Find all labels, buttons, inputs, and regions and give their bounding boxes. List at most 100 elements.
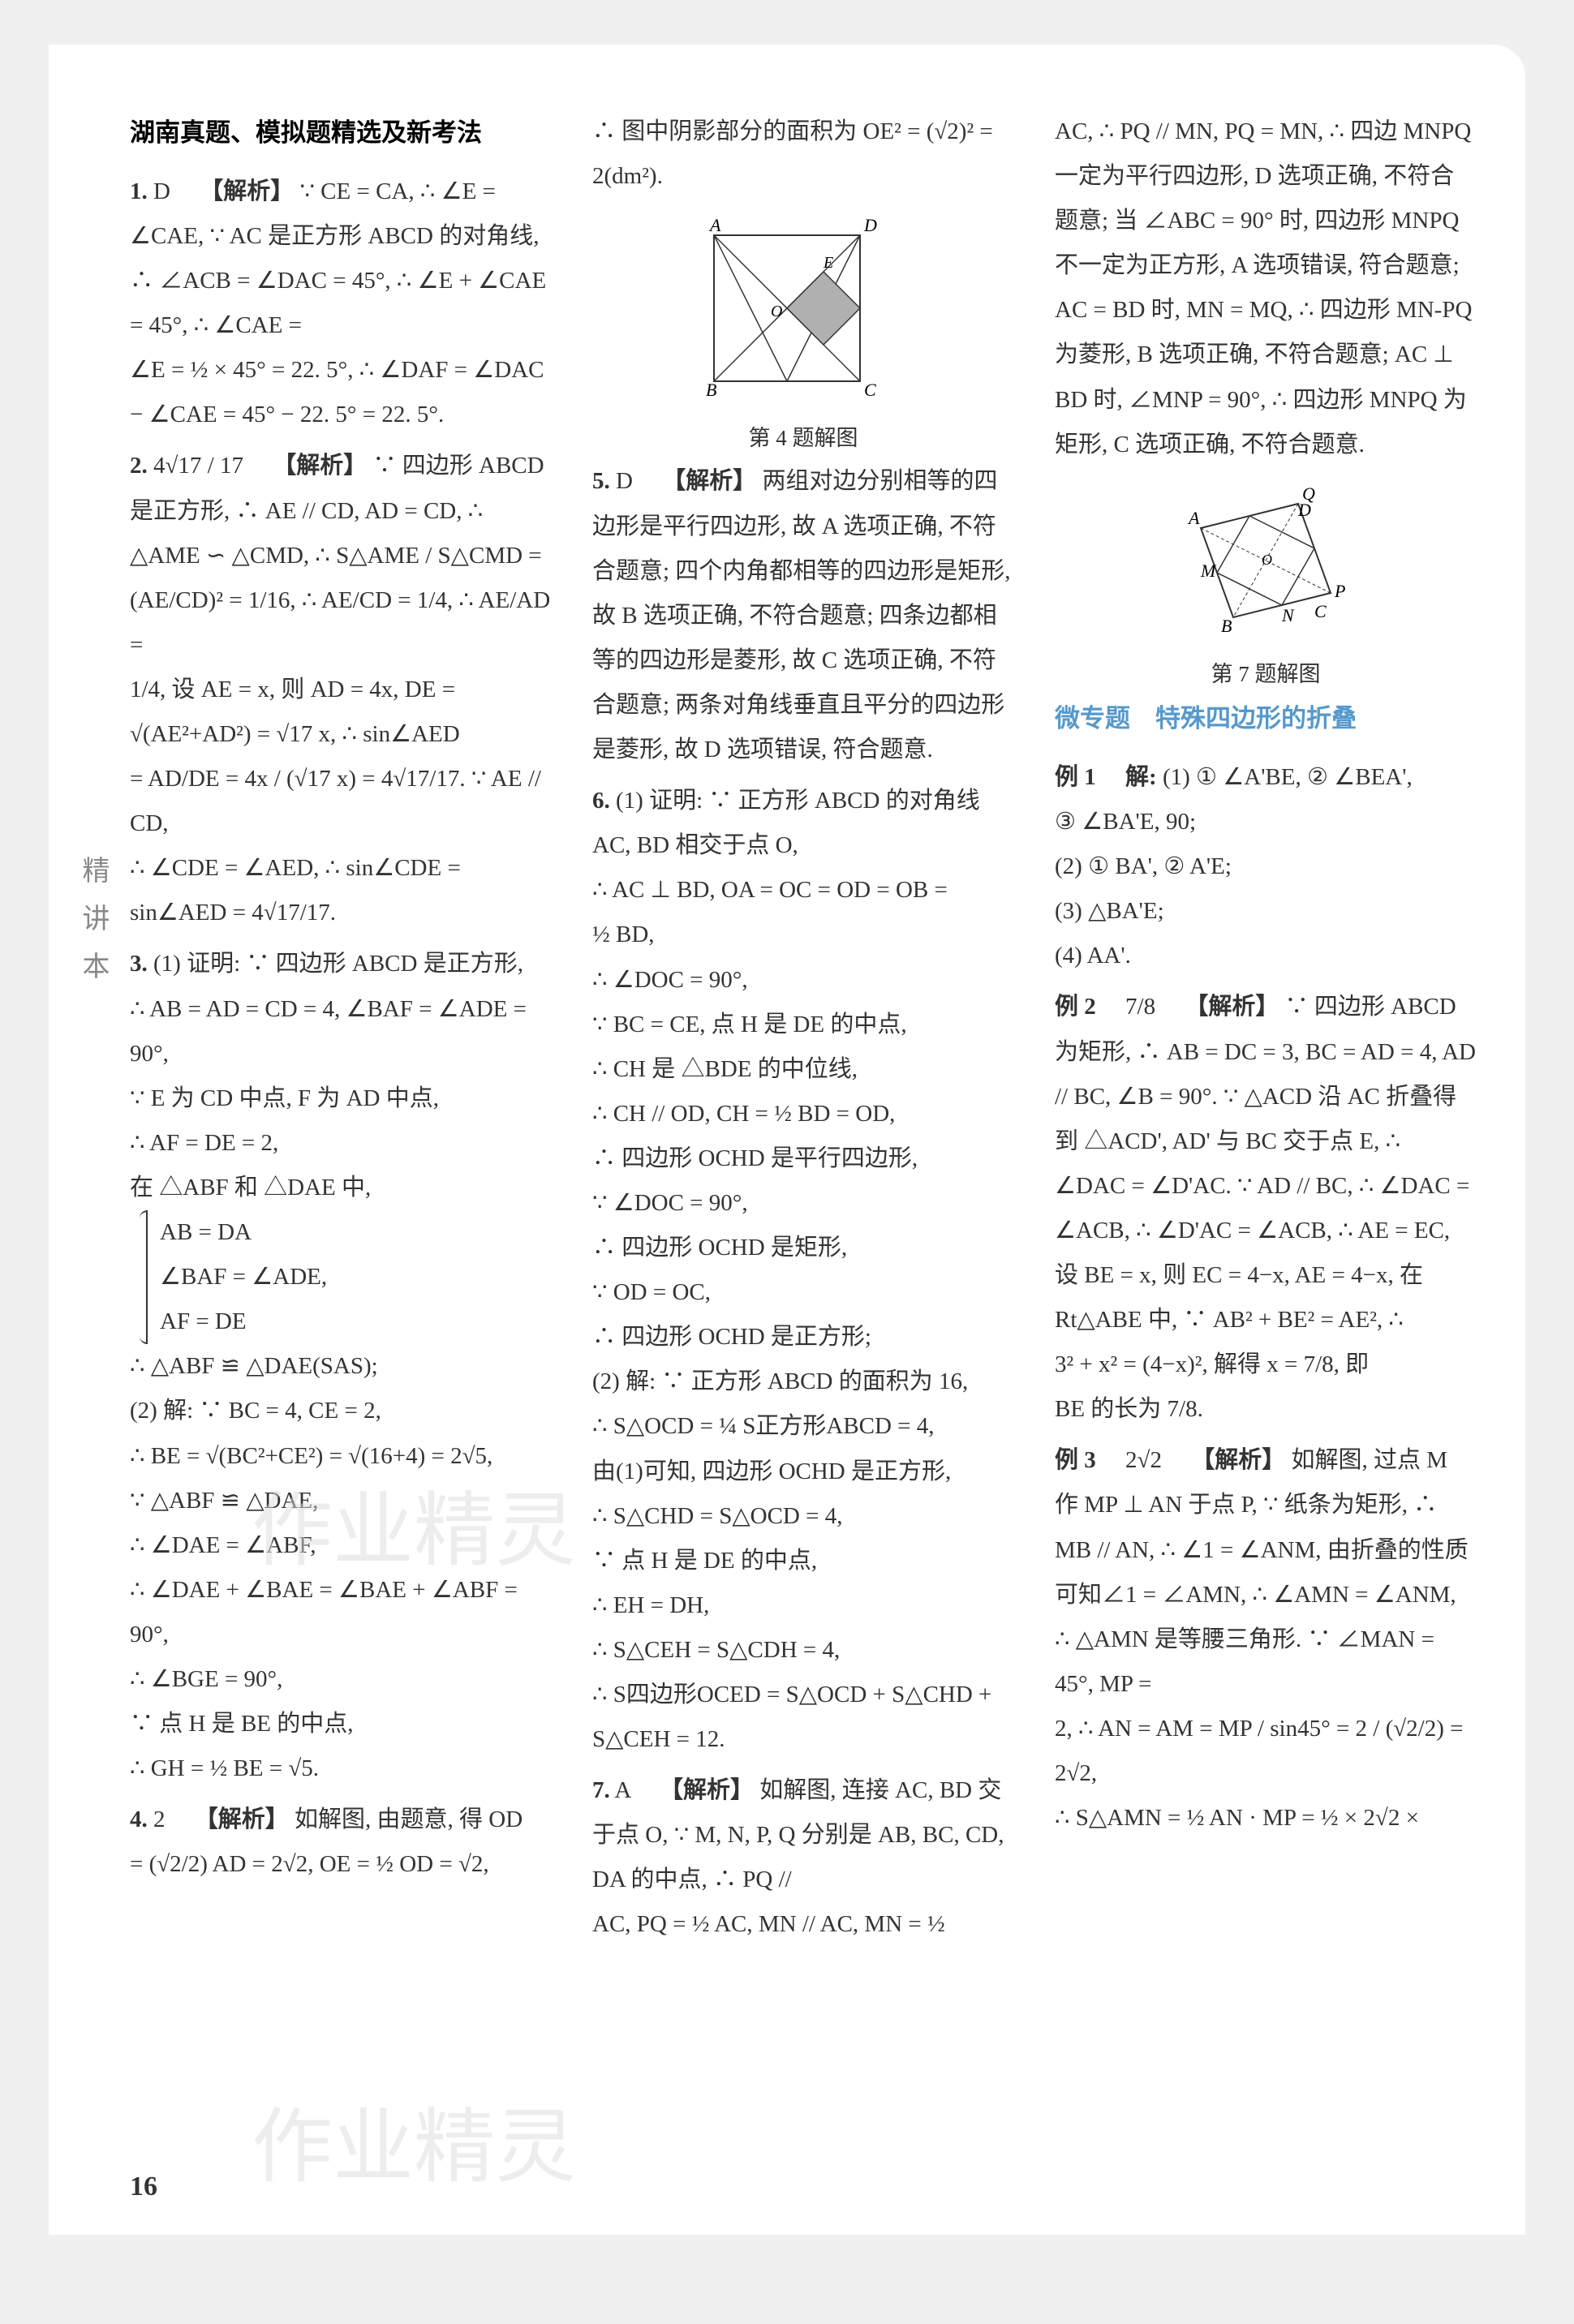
ex2-ans: 7/8	[1125, 994, 1155, 1020]
q6-t7: ∴ CH // OD, CH = ½ BD = OD,	[592, 1092, 1014, 1136]
q7-t2: AC, PQ = ½ AC, MN // AC, MN = ½	[592, 1902, 1014, 1947]
q4-label: 【解析】	[195, 1806, 289, 1832]
figure-7: A Q D P B N C M O	[1152, 479, 1379, 642]
q3-t9: ∵ △ABF ≌ △DAE,	[130, 1479, 552, 1523]
ex3-ans: 2√2	[1125, 1447, 1162, 1473]
svg-text:C: C	[864, 380, 876, 400]
q2-label: 【解析】	[273, 453, 367, 479]
ex1-t2: ③ ∠BA'E, 90;	[1055, 800, 1477, 844]
q3-b3: AF = DE	[160, 1299, 552, 1344]
q6-t3: ½ BD,	[592, 913, 1014, 957]
section-title-1: 湖南真题、模拟题精选及新考法	[130, 110, 552, 157]
q3-t11: ∴ ∠DAE + ∠BAE = ∠BAE + ∠ABF = 90°,	[130, 1568, 552, 1657]
ex3: 例 3 2√2 【解析】 如解图, 过点 M 作 MP ⊥ AN 于点 P, ∵…	[1055, 1438, 1477, 1841]
q5-ans: D	[616, 468, 633, 494]
q3-num: 3.	[130, 951, 148, 977]
q2-t2: △AME ∽ △CMD, ∴ S△AME / S△CMD =	[130, 534, 552, 578]
ex2-num: 例 2	[1055, 994, 1096, 1020]
q4-num: 4.	[130, 1806, 148, 1832]
q3-t8: ∴ BE = √(BC²+CE²) = √(16+4) = 2√5,	[130, 1434, 552, 1479]
q4-t1: 如解图, 由题意, 得 OD	[295, 1806, 523, 1832]
q6-num: 6.	[592, 788, 610, 814]
column-2: ∴ 图中阴影部分的面积为 OE² = (√2)² = 2(dm²). A D B…	[592, 110, 1014, 1954]
q3-t6: ∴ △ABF ≌ △DAE(SAS);	[130, 1344, 552, 1389]
q6-t6: ∴ CH 是 △BDE 的中位线,	[592, 1047, 1014, 1092]
page-number: 16	[130, 2172, 157, 2202]
q3-t3: ∵ E 为 CD 中点, F 为 AD 中点,	[130, 1076, 552, 1121]
q6-t12: ∴ 四边形 OCHD 是正方形;	[592, 1315, 1014, 1360]
ex1: 例 1 解: (1) ① ∠A'BE, ② ∠BEA', ③ ∠BA'E, 90…	[1055, 755, 1477, 978]
ex3-num: 例 3	[1055, 1447, 1096, 1473]
svg-text:D: D	[863, 215, 877, 235]
ex1-t3: (2) ① BA', ② A'E;	[1055, 844, 1477, 889]
q6-t20: ∴ S四边形OCED = S△OCD + S△CHD + S△CEH = 12.	[592, 1673, 1014, 1762]
q2-t5: √(AE²+AD²) = √17 x, ∴ sin∠AED	[130, 712, 552, 757]
ex2-t3: BE 的长为 7/8.	[1055, 1387, 1477, 1432]
c3-t1: AC, ∴ PQ // MN, PQ = MN, ∴ 四边 MNPQ 一定为平行…	[1055, 110, 1477, 467]
q2-t8: sin∠AED = 4√17/17.	[130, 891, 552, 935]
c2-t1: ∴ 图中阴影部分的面积为 OE² = (√2)² = 2(dm²).	[592, 110, 1014, 199]
q6-t11: ∵ OD = OC,	[592, 1270, 1014, 1315]
watermark-2: 作业精灵	[252, 2081, 576, 2198]
ex3-t3: ∴ S△AMN = ½ AN · MP = ½ × 2√2 ×	[1055, 1796, 1477, 1841]
fig4-caption: 第 4 题解图	[592, 418, 1014, 459]
micro-topic-title: 微专题 特殊四边形的折叠	[1055, 695, 1477, 743]
q1-ans: D	[153, 178, 170, 204]
ex2-t1: ∵ 四边形 ABCD 为矩形, ∴ AB = DC = 3, BC = AD =…	[1055, 994, 1476, 1333]
q6-t19: ∴ S△CEH = S△CDH = 4,	[592, 1628, 1014, 1673]
ex2-t2: 3² + x² = (4−x)², 解得 x = 7/8, 即	[1055, 1342, 1477, 1387]
ex1-t1: (1) ① ∠A'BE, ② ∠BEA',	[1163, 764, 1413, 790]
q7-ans: A	[614, 1777, 630, 1803]
q3-b2: ∠BAF = ∠ADE,	[160, 1255, 552, 1299]
q3-t2: ∴ AB = AD = CD = 4, ∠BAF = ∠ADE = 90°,	[130, 987, 552, 1076]
q1: 1. D 【解析】 ∵ CE = CA, ∴ ∠E = ∠CAE, ∵ AC 是…	[130, 170, 552, 438]
q3-b1: AB = DA	[160, 1210, 552, 1255]
ex3-t1: 如解图, 过点 M 作 MP ⊥ AN 于点 P, ∵ 纸条为矩形, ∴ MB …	[1055, 1447, 1469, 1696]
q2-t4: 1/4, 设 AE = x, 则 AD = 4x, DE =	[130, 668, 552, 712]
svg-text:A: A	[1187, 508, 1200, 528]
q3-t10: ∴ ∠DAE = ∠ABF,	[130, 1523, 552, 1568]
ex3-t2: 2, ∴ AN = AM = MP / sin45° = 2 / (√2/2) …	[1055, 1707, 1477, 1796]
q4-t2: = (√2/2) AD = 2√2, OE = ½ OD = √2,	[130, 1842, 552, 1887]
q3-t1: (1) 证明: ∵ 四边形 ABCD 是正方形,	[153, 951, 523, 977]
q5-num: 5.	[592, 468, 610, 494]
svg-text:C: C	[1314, 601, 1327, 621]
svg-text:P: P	[1334, 581, 1345, 601]
column-1: 湖南真题、模拟题精选及新考法 1. D 【解析】 ∵ CE = CA, ∴ ∠E…	[130, 110, 552, 1954]
ex1-t4: (3) △BA'E;	[1055, 889, 1477, 934]
ex2: 例 2 7/8 【解析】 ∵ 四边形 ABCD 为矩形, ∴ AB = DC =…	[1055, 985, 1477, 1432]
q3-t12: ∴ ∠BGE = 90°,	[130, 1657, 552, 1702]
fig7-caption: 第 7 题解图	[1055, 654, 1477, 695]
q6-t15: 由(1)可知, 四边形 OCHD 是正方形,	[592, 1450, 1014, 1494]
q6-t14: ∴ S△OCD = ¼ S正方形ABCD = 4,	[592, 1404, 1014, 1449]
q7: 7. A 【解析】 如解图, 连接 AC, BD 交于点 O, ∵ M, N, …	[592, 1768, 1014, 1947]
q6-t4: ∴ ∠DOC = 90°,	[592, 958, 1014, 1003]
figure-4: A D B C E O	[690, 211, 917, 406]
q6-t17: ∵ 点 H 是 DE 的中点,	[592, 1539, 1014, 1583]
q3-t7: (2) 解: ∵ BC = 4, CE = 2,	[130, 1389, 552, 1433]
page-container: 精讲本 湖南真题、模拟题精选及新考法 1. D 【解析】 ∵ CE = CA, …	[49, 45, 1525, 2235]
q6-t13: (2) 解: ∵ 正方形 ABCD 的面积为 16,	[592, 1360, 1014, 1404]
q5-label: 【解析】	[662, 468, 756, 494]
ex3-label: 【解析】	[1191, 1447, 1285, 1473]
column-3: AC, ∴ PQ // MN, PQ = MN, ∴ 四边 MNPQ 一定为平行…	[1055, 110, 1477, 1954]
svg-text:O: O	[1262, 552, 1272, 568]
ex1-t5: (4) AA'.	[1055, 934, 1477, 978]
side-tab: 精讲本	[73, 856, 113, 999]
q6: 6. (1) 证明: ∵ 正方形 ABCD 的对角线 AC, BD 相交于点 O…	[592, 779, 1014, 1762]
ex2-label: 【解析】	[1185, 994, 1279, 1020]
svg-text:N: N	[1281, 605, 1295, 625]
q2-num: 2.	[130, 453, 148, 479]
q6-t16: ∴ S△CHD = S△OCD = 4,	[592, 1494, 1014, 1539]
svg-text:M: M	[1200, 561, 1217, 581]
q6-t1: (1) 证明: ∵ 正方形 ABCD 的对角线 AC, BD 相交于点 O,	[592, 788, 980, 858]
q3: 3. (1) 证明: ∵ 四边形 ABCD 是正方形, ∴ AB = AD = …	[130, 942, 552, 1791]
q7-num: 7.	[592, 1777, 610, 1803]
q2-t7: ∴ ∠CDE = ∠AED, ∴ sin∠CDE =	[130, 846, 552, 891]
ex1-num: 例 1	[1055, 764, 1096, 790]
q1-label: 【解析】	[200, 178, 294, 204]
q3-t14: ∴ GH = ½ BE = √5.	[130, 1746, 552, 1791]
svg-text:D: D	[1297, 500, 1311, 520]
q6-t10: ∴ 四边形 OCHD 是矩形,	[592, 1226, 1014, 1270]
q6-t2: ∴ AC ⊥ BD, OA = OC = OD = OB =	[592, 868, 1014, 913]
